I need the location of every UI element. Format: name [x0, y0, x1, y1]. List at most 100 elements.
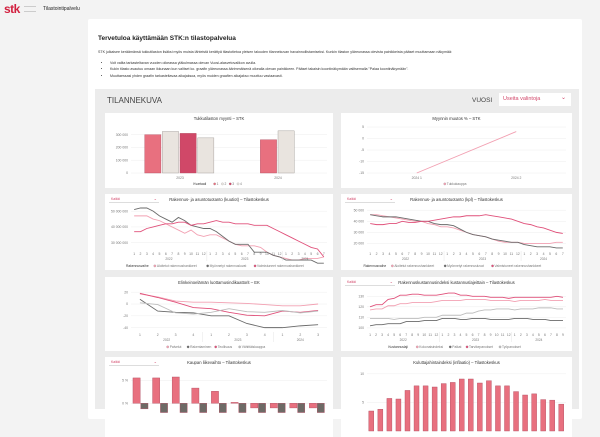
y-tick-label: 0 [126, 171, 128, 175]
series-line[interactable] [139, 302, 319, 315]
bar[interactable] [160, 403, 168, 413]
bar[interactable] [218, 403, 227, 413]
bar[interactable] [468, 378, 474, 432]
x-tick-label: 5 [472, 252, 474, 256]
chart-card-construction-cost-index[interactable]: 130 120 110 100 1 2 3 4 5 6 7 8 9 10 11 12 1 2 3 4 5 6 7 8 9 10 11… [341, 277, 572, 351]
chart-card-construction-m3[interactable]: 50 000 000 40 000 000 30 000 000 1 2 3 4 5 6 7 8 9 1… [105, 194, 333, 270]
bar[interactable] [477, 382, 483, 432]
bar[interactable] [440, 383, 447, 432]
series-line[interactable] [369, 298, 563, 311]
bar[interactable] [250, 403, 258, 409]
series-line[interactable] [134, 220, 325, 258]
chart-plot: 5 % 0 % [122, 376, 327, 413]
y-tick-label: 20 [124, 290, 128, 294]
x-tick-label: 3 [246, 333, 248, 337]
bar[interactable] [230, 402, 239, 404]
bar[interactable] [316, 403, 325, 413]
filter-dropdown[interactable]: Kaikki ⌄ [345, 196, 395, 203]
intro-text: STK julkaisee keräämänsä tukkutilaston l… [98, 50, 452, 54]
x-tick-label: 6 [478, 252, 480, 256]
filter-dropdown-value: Kaikki [111, 360, 121, 364]
legend-title: Kustannuslaji [388, 345, 408, 349]
series-line[interactable] [370, 214, 563, 244]
bar[interactable] [191, 387, 200, 404]
stk-logo[interactable]: stk [4, 2, 20, 16]
chart-card-ek-confidence[interactable]: 20 0 -20 -40 1 2 3 4 1 2 3 4 1 2 3 2022 2023 2024 Palvelut… [105, 277, 333, 351]
bar[interactable] [377, 409, 384, 432]
bar[interactable] [431, 386, 438, 432]
bar[interactable] [413, 385, 420, 432]
filter-dropdown[interactable]: Kaikki ⌄ [345, 279, 395, 286]
legend-item: Rakentaminen [190, 345, 211, 349]
chart-card-inflation[interactable]: 10 5 Kuluttajahintaindeksi (inflaatio) – T… [341, 357, 572, 437]
series-line[interactable] [370, 307, 563, 320]
bar[interactable] [277, 130, 295, 174]
chart-card-wholesale-sales[interactable]: 0 100 000 200 000 300 000 2023 2024 Kvartaali 1… [105, 113, 333, 188]
filter-dropdown[interactable]: Kaikki ⌄ [109, 359, 159, 366]
series-line[interactable] [370, 214, 563, 249]
y-tick-label: 100 000 [116, 158, 128, 162]
bar[interactable] [238, 403, 247, 413]
bar[interactable] [269, 403, 278, 409]
bar[interactable] [179, 403, 188, 413]
legend-item: Valmistuneet rakennushankkeet [257, 264, 304, 268]
x-tick-label: 8 [484, 333, 486, 337]
bar[interactable] [297, 403, 306, 413]
bar[interactable] [162, 131, 179, 174]
y-tick-label: 5 [362, 125, 364, 129]
bar[interactable] [309, 403, 317, 409]
bar[interactable] [386, 398, 393, 432]
bar[interactable] [258, 403, 266, 413]
x-tick-label: 12 [507, 333, 511, 337]
bar[interactable] [395, 398, 402, 432]
bar[interactable] [459, 378, 465, 432]
chart-card-retail-turnover[interactable]: 5 % 0 % Kaupan liikevaihto – Tilastokeskus… [105, 357, 333, 437]
bar[interactable] [368, 410, 375, 432]
legend-marker [443, 264, 447, 268]
instruction-item: Kukin tilasto avautuu omaan ikkunaan kun… [110, 67, 574, 71]
bar[interactable] [171, 376, 180, 404]
series-line[interactable] [369, 292, 564, 308]
bar[interactable] [558, 403, 564, 432]
bar[interactable] [260, 139, 277, 174]
series-line[interactable] [139, 293, 319, 307]
bar[interactable] [486, 380, 492, 432]
legend-title: Rakennusvaihe [126, 264, 149, 268]
bar[interactable] [422, 385, 429, 432]
bar[interactable] [513, 391, 519, 432]
bar[interactable] [549, 399, 555, 432]
series-line[interactable] [139, 298, 319, 329]
bar[interactable] [199, 403, 208, 413]
series-line[interactable] [134, 207, 324, 264]
chart-card-construction-count[interactable]: 50 000 40 000 30 000 20 000 1 2 3 4 5 6 7 8 9 10 11 12 1… [341, 194, 572, 270]
year-dropdown[interactable]: Useita valintoja ⌄ [499, 93, 571, 106]
x-tick-label: 9 [498, 252, 500, 256]
bar[interactable] [140, 403, 149, 410]
bar[interactable] [450, 382, 456, 432]
bar[interactable] [504, 385, 510, 432]
series-line[interactable] [416, 131, 517, 174]
legend-marker [153, 264, 157, 268]
bar[interactable] [277, 403, 286, 413]
bar[interactable] [495, 385, 501, 432]
series-line[interactable] [370, 214, 563, 234]
legend-marker [238, 345, 242, 349]
legend-marker [415, 345, 419, 349]
legend-item: Aloitetut rakennushankkeet [157, 264, 197, 268]
legend-title: Kvartaali [193, 182, 206, 186]
bar[interactable] [404, 390, 411, 432]
filter-dropdown[interactable]: Kaikki ⌄ [109, 196, 159, 203]
bar[interactable] [531, 393, 537, 432]
bar[interactable] [197, 137, 215, 174]
series-line[interactable] [139, 292, 319, 317]
series-line[interactable] [369, 317, 563, 327]
bar[interactable] [179, 133, 197, 174]
bar[interactable] [211, 391, 219, 404]
bar[interactable] [289, 403, 298, 409]
x-tick-label: 10 [265, 252, 269, 256]
chart-card-sales-change[interactable]: 5 0 -5 -10 -15 2024 1 2024 2 Tukkukauppa Myynnin… [341, 113, 572, 188]
bar[interactable] [144, 134, 162, 174]
bar[interactable] [522, 394, 528, 432]
y-tick-label: 110 [359, 316, 365, 320]
bar[interactable] [540, 399, 546, 432]
